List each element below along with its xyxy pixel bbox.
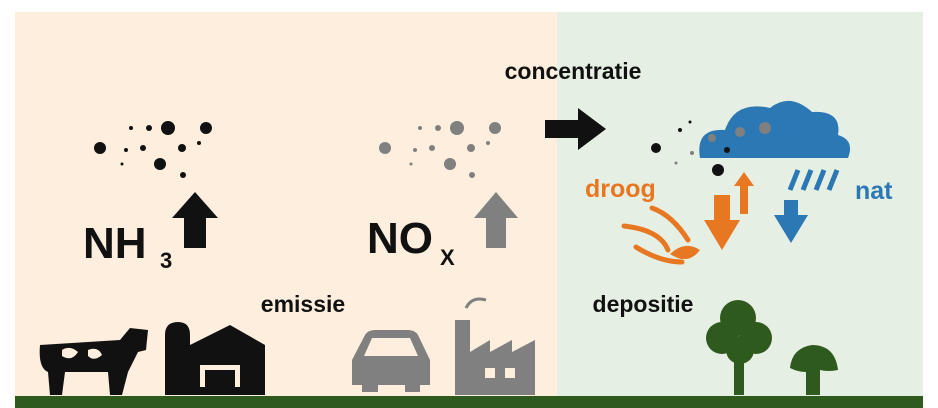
emission-zone — [15, 12, 557, 398]
label-deposition: depositie — [593, 291, 694, 317]
label-wet: nat — [855, 177, 893, 205]
label-dry: droog — [585, 175, 656, 203]
factory-window — [485, 368, 495, 378]
label-nox: NO — [367, 214, 433, 263]
label-nh3-sub: 3 — [160, 248, 172, 273]
diagram: concentratie NH 3 NO X emissie depositie… — [0, 0, 938, 408]
label-nox-sub: X — [440, 245, 455, 270]
factory-window — [505, 368, 515, 378]
farm-door — [205, 370, 235, 395]
car-window — [364, 338, 418, 356]
ground — [15, 396, 923, 408]
label-emission: emissie — [261, 291, 345, 317]
label-concentration: concentratie — [505, 58, 642, 84]
label-nh3: NH — [83, 219, 147, 268]
